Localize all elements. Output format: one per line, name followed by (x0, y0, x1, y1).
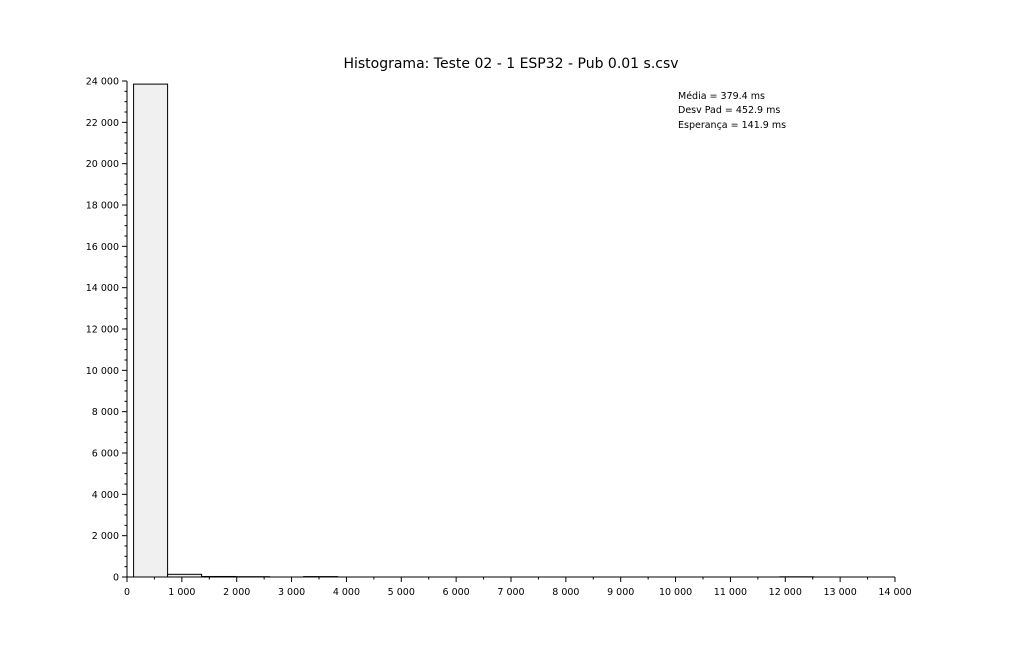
y-tick-label: 16 000 (86, 242, 119, 253)
x-tick-label: 3 000 (278, 587, 305, 598)
bars-group (133, 83, 815, 578)
y-tick-label: 18 000 (86, 201, 119, 212)
x-tick-label: 13 000 (824, 587, 857, 598)
x-tick-label: 9 000 (607, 587, 634, 598)
y-tick-label: 4 000 (92, 490, 119, 501)
x-tick-label: 1 000 (168, 587, 195, 598)
y-tick-label: 0 (113, 573, 119, 584)
x-tick-label: 14 000 (878, 587, 911, 598)
x-tick-label: 5 000 (388, 587, 415, 598)
y-tick-label: 12 000 (86, 325, 119, 336)
x-tick-label: 2 000 (223, 587, 250, 598)
y-tick-label: 2 000 (92, 531, 119, 542)
y-tick-label: 24 000 (86, 77, 119, 88)
x-tick-label: 8 000 (552, 587, 579, 598)
y-axis-ticks: 0 2 000 4 000 6 000 8 000 10 000 12 000 14 000 1… (86, 77, 127, 584)
y-tick-label: 10 000 (86, 366, 119, 377)
stats-annotation: Média = 379.4 ms Desv Pad = 452.9 ms Esp… (678, 91, 786, 131)
stat-mean: Média = 379.4 ms (678, 91, 765, 102)
stat-std-dev: Desv Pad = 452.9 ms (678, 105, 780, 116)
y-tick-label: 20 000 (86, 159, 119, 170)
y-tick-label: 14 000 (86, 283, 119, 294)
x-tick-label: 0 (124, 587, 130, 598)
x-axis-ticks: 0 1 000 2 000 3 000 4 000 5 000 6 000 7 000 8 00… (124, 577, 912, 598)
x-tick-label: 6 000 (443, 587, 470, 598)
stat-expectation: Esperança = 141.9 ms (678, 120, 786, 131)
x-tick-label: 10 000 (659, 587, 692, 598)
chart-title: Histograma: Teste 02 - 1 ESP32 - Pub 0.0… (343, 56, 678, 72)
y-tick-label: 6 000 (92, 449, 119, 460)
x-tick-label: 12 000 (769, 587, 802, 598)
y-tick-label: 22 000 (86, 118, 119, 129)
x-tick-label: 7 000 (497, 587, 524, 598)
x-tick-label: 11 000 (714, 587, 747, 598)
histogram-bar (133, 83, 169, 578)
y-tick-label: 8 000 (92, 407, 119, 418)
x-tick-label: 4 000 (333, 587, 360, 598)
